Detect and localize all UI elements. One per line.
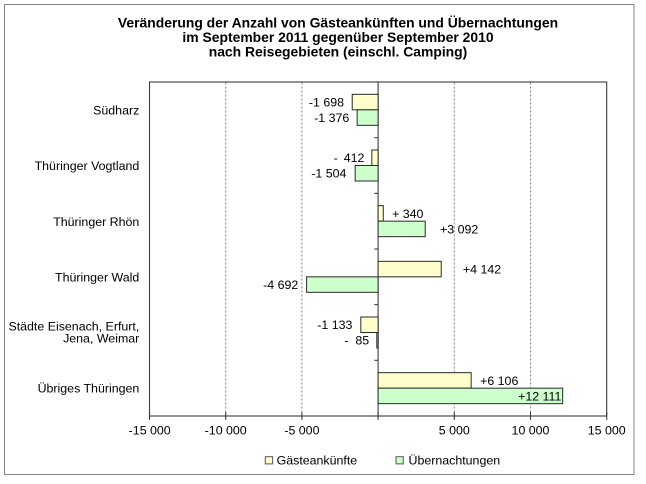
svg-text:-4 692: -4 692 (263, 278, 298, 292)
svg-text:Übriges Thüringen: Übriges Thüringen (38, 382, 140, 396)
svg-text:Übernachtungen: Übernachtungen (409, 453, 501, 467)
svg-text:Südharz: Südharz (93, 103, 139, 117)
svg-text:5 000: 5 000 (439, 424, 470, 438)
svg-text:+12 111: +12 111 (518, 389, 561, 403)
svg-text:Städte Eisenach, Erfurt,: Städte Eisenach, Erfurt, (8, 319, 139, 333)
svg-text:+ 340: + 340 (392, 207, 423, 221)
svg-text:im September 2011 gegenüber Se: im September 2011 gegenüber September 20… (182, 29, 493, 45)
svg-text:Thüringer Wald: Thüringer Wald (55, 270, 139, 284)
svg-text:-1 504: -1 504 (311, 167, 346, 181)
svg-text:-5 000: -5 000 (284, 424, 319, 438)
svg-text:Jena, Weimar: Jena, Weimar (63, 332, 139, 346)
svg-text:-10 000: -10 000 (205, 424, 247, 438)
svg-text:Gästeankünfte: Gästeankünfte (277, 453, 358, 467)
svg-text:Thüringer Rhön: Thüringer Rhön (53, 215, 139, 229)
svg-text:10 000: 10 000 (512, 424, 550, 438)
svg-text:Thüringer Vogtland: Thüringer Vogtland (35, 159, 140, 173)
svg-text:-15 000: -15 000 (129, 424, 171, 438)
svg-text:nach Reisegebieten (einschl. C: nach Reisegebieten (einschl. Camping) (209, 44, 468, 60)
svg-text:- 412: - 412 (334, 151, 365, 165)
svg-text:Veränderung der Anzahl von Gäs: Veränderung der Anzahl von Gästeankünfte… (118, 15, 558, 31)
svg-text:-1 133: -1 133 (317, 318, 352, 332)
svg-text:- 85: - 85 (344, 334, 369, 348)
svg-text:+3 092: +3 092 (440, 222, 478, 236)
svg-text:15 000: 15 000 (588, 424, 626, 438)
svg-text:-1 376: -1 376 (314, 111, 349, 125)
svg-text:+4 142: +4 142 (463, 263, 501, 277)
svg-text:-1 698: -1 698 (309, 96, 344, 110)
svg-text:+6 106: +6 106 (480, 374, 518, 388)
